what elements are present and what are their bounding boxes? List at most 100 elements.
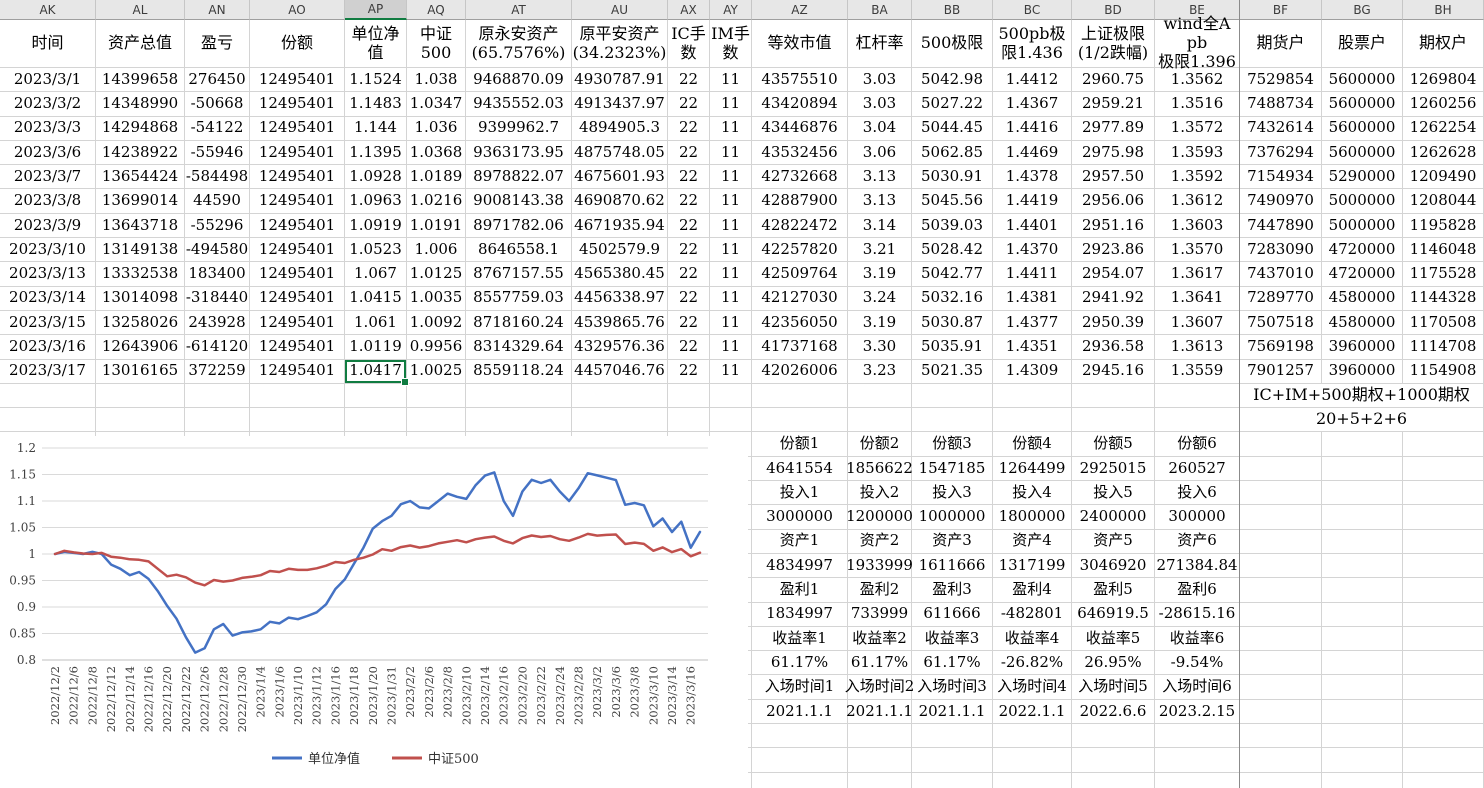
cell[interactable]: 12495401 <box>250 189 345 214</box>
cell[interactable] <box>1155 748 1240 773</box>
cell[interactable]: 3.14 <box>848 213 912 239</box>
cell[interactable]: 1.0523 <box>345 238 407 263</box>
cell[interactable]: 1.3612 <box>1155 189 1240 214</box>
cell[interactable]: 3.04 <box>848 116 912 141</box>
header-cell[interactable]: IM手 数 <box>710 20 752 68</box>
cell[interactable]: 0.9956 <box>407 335 466 360</box>
cell[interactable]: 22 <box>668 286 710 311</box>
cell[interactable] <box>993 748 1072 773</box>
cell[interactable]: 投入1 <box>752 481 848 506</box>
cell[interactable]: 收益率4 <box>993 626 1072 652</box>
cell[interactable]: 1.3592 <box>1155 165 1240 190</box>
cell[interactable] <box>1240 553 1322 579</box>
cell[interactable]: 投入6 <box>1155 481 1240 506</box>
cell[interactable] <box>1322 724 1403 749</box>
header-cell[interactable]: 等效市值 <box>752 20 848 68</box>
cell[interactable]: 2960.75 <box>1072 68 1155 93</box>
cell[interactable]: 13258026 <box>96 310 185 336</box>
cell[interactable]: 243928 <box>185 310 250 336</box>
cell[interactable]: 2023/3/2 <box>0 92 96 117</box>
cell[interactable]: 3.19 <box>848 262 912 287</box>
cell[interactable]: 13332538 <box>96 262 185 287</box>
cell[interactable]: 盈利5 <box>1072 578 1155 603</box>
cell[interactable] <box>1072 772 1155 788</box>
cell[interactable] <box>1403 529 1484 554</box>
cell[interactable]: 2023/3/10 <box>0 238 96 263</box>
cell[interactable]: 611666 <box>912 602 993 627</box>
cell[interactable]: 372259 <box>185 359 250 384</box>
cell[interactable]: 1.061 <box>345 310 407 336</box>
cell[interactable] <box>1240 505 1322 530</box>
cell[interactable]: 1317199 <box>993 553 1072 579</box>
cell[interactable]: 2951.16 <box>1072 213 1155 239</box>
cell[interactable]: 11 <box>710 92 752 117</box>
note-cell[interactable]: IC+IM+500期权+1000期权 <box>1240 383 1484 409</box>
cell[interactable]: 3.03 <box>848 92 912 117</box>
cell[interactable] <box>1155 724 1240 749</box>
cell[interactable]: 1208044 <box>1403 189 1484 214</box>
cell[interactable]: 1.4411 <box>993 262 1072 287</box>
cell[interactable] <box>1322 748 1403 773</box>
cell[interactable] <box>1240 456 1322 482</box>
cell[interactable]: 8718160.24 <box>466 310 572 336</box>
cell[interactable]: -28615.16 <box>1155 602 1240 627</box>
cell[interactable] <box>1403 651 1484 676</box>
cell[interactable]: 1.0189 <box>407 165 466 190</box>
cell[interactable]: 份额3 <box>912 432 993 457</box>
cell[interactable]: 入场时间3 <box>912 675 993 700</box>
cell[interactable]: 8314329.64 <box>466 335 572 360</box>
cell[interactable]: 3046920 <box>1072 553 1155 579</box>
cell[interactable] <box>993 408 1072 433</box>
cell[interactable] <box>912 383 993 409</box>
cell[interactable] <box>407 408 466 433</box>
cell[interactable]: 1264499 <box>993 456 1072 482</box>
cell[interactable]: 1.0216 <box>407 189 466 214</box>
cell[interactable] <box>1403 699 1484 725</box>
column-header-AX[interactable]: AX <box>668 0 710 20</box>
cell[interactable]: -55946 <box>185 140 250 166</box>
cell[interactable]: 13149138 <box>96 238 185 263</box>
cell[interactable] <box>1240 724 1322 749</box>
cell[interactable]: 4502579.9 <box>572 238 668 263</box>
cell[interactable]: 42822472 <box>752 213 848 239</box>
cell[interactable] <box>1403 578 1484 603</box>
cell[interactable]: 1262628 <box>1403 140 1484 166</box>
cell[interactable] <box>993 383 1072 409</box>
cell[interactable]: 271384.84 <box>1155 553 1240 579</box>
cell[interactable]: 资产4 <box>993 529 1072 554</box>
cell[interactable]: 42509764 <box>752 262 848 287</box>
cell[interactable]: -614120 <box>185 335 250 360</box>
cell[interactable]: 5045.56 <box>912 189 993 214</box>
cell[interactable]: 11 <box>710 310 752 336</box>
cell[interactable]: 2023/3/1 <box>0 68 96 93</box>
cell[interactable] <box>710 772 752 788</box>
cell[interactable]: 2956.06 <box>1072 189 1155 214</box>
cell[interactable]: 1154908 <box>1403 359 1484 384</box>
cell[interactable]: -55296 <box>185 213 250 239</box>
cell[interactable] <box>1403 602 1484 627</box>
cell[interactable]: 1.4401 <box>993 213 1072 239</box>
cell[interactable]: 260527 <box>1155 456 1240 482</box>
cell[interactable]: 5600000 <box>1322 140 1403 166</box>
cell[interactable] <box>0 383 96 409</box>
cell[interactable]: 61.17% <box>848 651 912 676</box>
cell[interactable]: 收益率5 <box>1072 626 1155 652</box>
cell[interactable]: 42356050 <box>752 310 848 336</box>
cell[interactable]: 22 <box>668 262 710 287</box>
cell[interactable]: 1.3572 <box>1155 116 1240 141</box>
cell[interactable] <box>1322 481 1403 506</box>
cell[interactable]: 3.06 <box>848 140 912 166</box>
column-header-AK[interactable]: AK <box>0 0 96 20</box>
cell[interactable]: 1.3603 <box>1155 213 1240 239</box>
cell[interactable] <box>250 408 345 433</box>
cell[interactable]: 3960000 <box>1322 359 1403 384</box>
column-header-AO[interactable]: AO <box>250 0 345 20</box>
cell[interactable]: 收益率1 <box>752 626 848 652</box>
cell[interactable]: 12495401 <box>250 310 345 336</box>
cell[interactable]: 1.3516 <box>1155 92 1240 117</box>
cell[interactable]: 11 <box>710 335 752 360</box>
cell[interactable]: 1144328 <box>1403 286 1484 311</box>
header-cell[interactable]: 原永安资产 (65.7576%) <box>466 20 572 68</box>
cell[interactable]: 3.03 <box>848 68 912 93</box>
cell[interactable]: 5042.77 <box>912 262 993 287</box>
